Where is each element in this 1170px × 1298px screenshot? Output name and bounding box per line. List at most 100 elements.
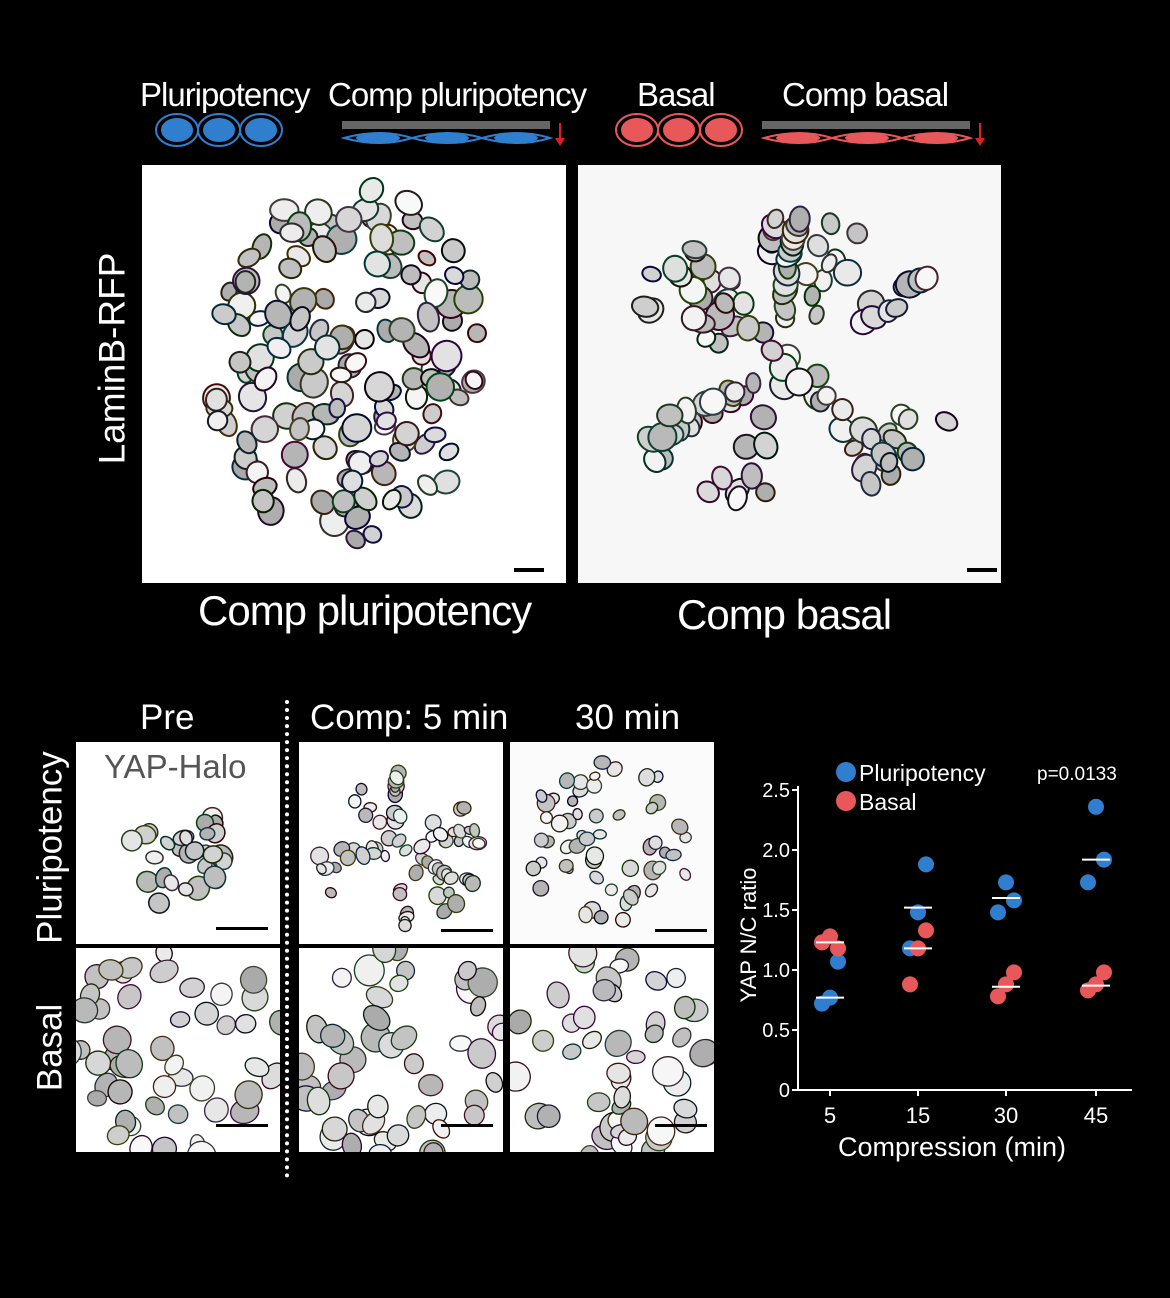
nucleus xyxy=(354,328,375,350)
column-label-comp-5min: Comp: 5 min xyxy=(310,698,509,737)
nucleus xyxy=(216,1015,236,1036)
nucleus xyxy=(485,1071,503,1093)
nucleus xyxy=(279,222,305,243)
nucleus xyxy=(532,879,550,897)
nucleus xyxy=(280,440,309,469)
nucleus xyxy=(645,801,659,815)
basal-point xyxy=(918,922,934,939)
nucleus xyxy=(444,266,465,286)
nucleus xyxy=(749,404,777,431)
yap-pluripotency-comp-5min xyxy=(299,742,503,944)
laminb-comp-basal-image xyxy=(578,165,1001,583)
nucleus xyxy=(358,807,374,824)
nucleus xyxy=(149,959,179,984)
nucleus xyxy=(310,846,330,866)
nucleus xyxy=(388,317,416,343)
nucleus xyxy=(604,883,619,897)
nucleus xyxy=(934,411,959,432)
nucleus xyxy=(234,270,257,294)
nucleus xyxy=(186,1140,217,1152)
nucleus xyxy=(533,832,549,848)
nucleus xyxy=(202,845,224,864)
nucleus xyxy=(615,911,631,928)
nucleus xyxy=(586,1092,611,1113)
nucleus xyxy=(469,823,481,838)
legend-basal-marker xyxy=(836,791,856,811)
nucleus xyxy=(398,918,412,933)
nucleus xyxy=(299,1052,315,1081)
nucleus xyxy=(107,1079,133,1105)
nucleus xyxy=(491,1022,503,1041)
nucleus xyxy=(355,782,368,796)
nucleus xyxy=(306,1086,331,1116)
nucleus xyxy=(362,525,383,544)
nucleus xyxy=(698,387,728,416)
nucleus xyxy=(372,814,388,830)
nucleus xyxy=(375,411,397,431)
nucleus xyxy=(510,1061,531,1092)
y-tick-label: 1.5 xyxy=(762,900,790,922)
nucleus xyxy=(250,415,279,444)
yap-nc-ratio-chart: 0 0.5 1.0 1.5 2.0 2.5 5 15 30 45 YAP N/C ratio Co… xyxy=(736,760,1132,1162)
nucleus xyxy=(453,284,484,315)
nucleus xyxy=(464,874,481,893)
nucleus xyxy=(341,413,373,443)
nucleus xyxy=(592,978,617,1002)
nucleus xyxy=(631,295,660,318)
nucleus xyxy=(641,265,662,283)
nucleus xyxy=(145,850,164,865)
x-tick-label: 5 xyxy=(824,1103,836,1128)
nucleus xyxy=(662,254,689,283)
nucleus xyxy=(665,848,682,862)
nucleus xyxy=(117,984,142,1010)
nucleus xyxy=(539,811,554,825)
nucleus xyxy=(228,350,252,374)
nucleus xyxy=(189,1075,216,1102)
nucleus xyxy=(314,334,341,361)
nucleus xyxy=(341,1132,363,1152)
nucleus xyxy=(251,488,275,514)
nucleus xyxy=(234,1080,263,1110)
nucleus xyxy=(679,867,692,881)
nucleus xyxy=(394,189,423,216)
legend-pluripotency-label: Pluripotency xyxy=(140,76,311,113)
nucleus xyxy=(806,234,830,258)
basal-cells-icon xyxy=(615,113,743,147)
nucleus xyxy=(269,1009,280,1036)
nucleus xyxy=(525,860,542,877)
nucleus xyxy=(714,292,735,314)
nucleus xyxy=(363,371,395,403)
nucleus xyxy=(399,844,413,857)
nucleus xyxy=(784,367,814,397)
nucleus xyxy=(210,982,233,1007)
nucleus xyxy=(329,366,353,384)
nucleus xyxy=(753,431,779,460)
y-tick-label: 1.0 xyxy=(762,960,790,982)
row-label-basal: Basal xyxy=(30,1003,70,1092)
nucleus xyxy=(808,304,825,325)
nucleus xyxy=(900,446,925,472)
nucleus xyxy=(76,1036,82,1067)
nucleus xyxy=(469,996,487,1017)
nucleus xyxy=(362,1004,391,1031)
nucleus xyxy=(391,833,407,848)
nucleus xyxy=(244,1057,270,1078)
nucleus xyxy=(368,1143,392,1152)
nucleus xyxy=(422,403,443,425)
pluripotency-point xyxy=(998,874,1014,891)
nucleus xyxy=(418,1074,444,1097)
scale-bar xyxy=(216,927,268,930)
nucleus xyxy=(568,948,598,968)
nucleus xyxy=(860,471,882,497)
nucleus xyxy=(115,1049,144,1079)
nucleus xyxy=(652,860,667,876)
nucleus xyxy=(432,826,449,842)
nucleus xyxy=(612,809,626,821)
basal-point xyxy=(1088,976,1104,993)
nucleus xyxy=(622,888,639,906)
basal-point xyxy=(1096,964,1112,981)
nucleus xyxy=(572,807,583,821)
nucleus xyxy=(380,849,390,863)
nucleus xyxy=(392,808,408,824)
basal-point xyxy=(902,976,918,993)
